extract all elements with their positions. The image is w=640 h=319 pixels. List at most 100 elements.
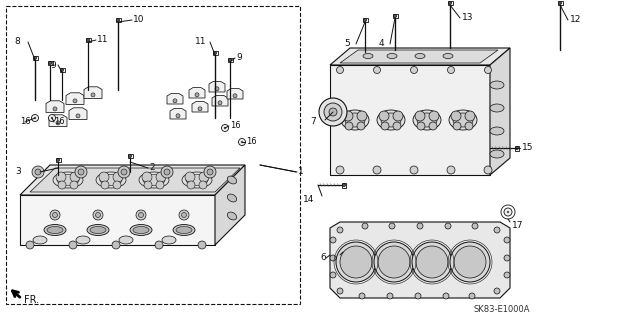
Text: FR.: FR. [24,295,39,305]
Circle shape [239,138,246,145]
Circle shape [144,181,152,189]
Circle shape [453,122,461,130]
Circle shape [374,242,414,282]
Circle shape [389,223,395,229]
Ellipse shape [33,236,47,244]
Ellipse shape [186,174,208,186]
Ellipse shape [415,54,425,58]
Ellipse shape [341,110,369,130]
Ellipse shape [345,113,365,127]
Circle shape [387,293,393,299]
Bar [227,58,232,62]
Circle shape [34,117,36,119]
Ellipse shape [176,226,192,234]
Circle shape [70,172,80,182]
Bar [392,14,397,18]
Circle shape [198,241,206,249]
Text: 16: 16 [230,122,241,130]
Circle shape [393,122,401,130]
Circle shape [484,166,492,174]
Bar [115,18,120,22]
Polygon shape [209,82,225,92]
Circle shape [330,237,336,243]
Circle shape [342,183,346,187]
Text: 3: 3 [15,167,20,176]
Circle shape [78,169,84,175]
Text: 1: 1 [298,167,304,176]
Ellipse shape [381,113,401,127]
Circle shape [113,172,123,182]
Circle shape [32,166,44,178]
Ellipse shape [162,236,176,244]
Circle shape [101,181,109,189]
Ellipse shape [133,226,149,234]
Circle shape [417,122,425,130]
Polygon shape [167,93,183,104]
Circle shape [393,111,403,121]
Circle shape [416,246,448,278]
Circle shape [373,166,381,174]
Polygon shape [212,96,228,106]
Circle shape [91,93,95,97]
Circle shape [330,255,336,261]
Ellipse shape [87,225,109,235]
Text: 15: 15 [522,144,534,152]
Bar [515,145,519,151]
Circle shape [173,99,177,103]
Circle shape [343,111,353,121]
Bar [342,182,346,188]
Text: 5: 5 [344,40,350,48]
Circle shape [472,223,478,229]
Circle shape [241,141,243,143]
Ellipse shape [363,54,373,58]
Circle shape [364,19,367,21]
Ellipse shape [119,236,133,244]
Circle shape [507,211,509,213]
Circle shape [185,172,195,182]
Circle shape [61,69,63,71]
Circle shape [374,66,381,73]
Circle shape [215,87,219,91]
Circle shape [340,246,372,278]
Circle shape [99,172,109,182]
Polygon shape [30,168,240,192]
Circle shape [410,66,417,73]
Circle shape [116,19,120,21]
Ellipse shape [76,236,90,244]
Circle shape [337,288,343,294]
Polygon shape [192,101,208,112]
Circle shape [161,166,173,178]
Ellipse shape [490,104,504,112]
Circle shape [95,212,100,218]
Ellipse shape [53,172,83,188]
Text: 12: 12 [570,16,581,25]
Circle shape [218,101,222,105]
Circle shape [142,172,152,182]
Circle shape [449,2,451,4]
Circle shape [113,181,121,189]
Circle shape [445,223,451,229]
Polygon shape [215,165,245,245]
Circle shape [336,242,376,282]
Text: 16: 16 [20,117,31,127]
Circle shape [49,62,51,64]
Circle shape [214,51,216,55]
Circle shape [451,111,461,121]
Circle shape [199,181,207,189]
Circle shape [494,288,500,294]
Polygon shape [490,48,510,175]
Ellipse shape [57,174,79,186]
Text: 8: 8 [14,38,20,47]
Circle shape [35,169,41,175]
Circle shape [182,212,186,218]
Circle shape [337,227,343,233]
Polygon shape [330,222,510,298]
Circle shape [336,166,344,174]
Ellipse shape [227,176,237,184]
Ellipse shape [130,225,152,235]
Bar [86,38,90,42]
Circle shape [204,166,216,178]
Text: 17: 17 [512,221,524,231]
Circle shape [454,246,486,278]
Ellipse shape [182,172,212,188]
